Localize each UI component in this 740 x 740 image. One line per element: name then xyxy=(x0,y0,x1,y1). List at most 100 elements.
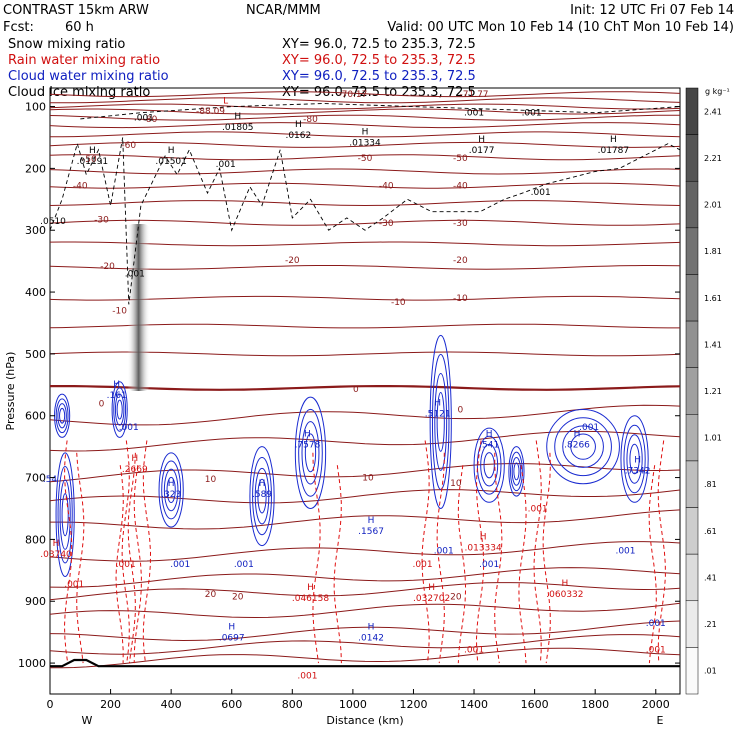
maximum-marker: H xyxy=(428,583,435,593)
x-tick-label: 1400 xyxy=(460,698,488,711)
colorbar-swatch xyxy=(685,647,699,695)
cloud-water-contour xyxy=(511,457,522,486)
colorbar-swatch xyxy=(685,367,699,415)
colorbar-swatch xyxy=(685,274,699,322)
colorbar-swatch xyxy=(685,553,699,602)
maximum-marker: H xyxy=(368,622,375,632)
rain-water-contour xyxy=(121,440,130,664)
colorbar-swatch xyxy=(685,180,699,229)
temperature-label: 10 xyxy=(205,475,217,485)
y-tick-label: 700 xyxy=(25,472,46,485)
temperature-label: 0 xyxy=(353,385,359,395)
cloud-water-contours xyxy=(54,334,649,578)
temperature-label: -10 xyxy=(453,294,468,304)
y-tick-label: 900 xyxy=(25,595,46,608)
cloud-water-contour xyxy=(158,452,184,528)
cloud-water-contour xyxy=(431,353,450,490)
cloud-water-contour xyxy=(61,493,69,537)
contour-value-label: .001 xyxy=(119,423,139,433)
cloud-water-contour xyxy=(55,452,75,578)
colorbar-label: .01 xyxy=(704,667,717,676)
temperature-contour xyxy=(49,351,681,357)
cloud-water-contour xyxy=(626,434,643,484)
y-tick-label: 200 xyxy=(25,162,46,175)
cloud-water-contour xyxy=(57,465,73,564)
maximum-value: .8266 xyxy=(564,440,590,450)
east-label: E xyxy=(657,714,664,727)
temperature-label: 0 xyxy=(458,406,464,416)
y-tick-label: 800 xyxy=(25,533,46,546)
temperature-label: -20 xyxy=(100,262,115,272)
temperature-contour xyxy=(49,620,681,642)
x-tick-label: 400 xyxy=(161,698,182,711)
cloud-water-contour xyxy=(161,460,182,520)
maximum-value: .0177 xyxy=(469,146,495,156)
maximum-value: .060332 xyxy=(546,590,583,600)
colorbar-label: 2.01 xyxy=(704,201,722,210)
temperature-label: -10 xyxy=(112,307,127,317)
y-tick-label: 300 xyxy=(25,224,46,237)
cloud-water-contour xyxy=(304,433,317,473)
contour-value-label: .001 xyxy=(531,188,551,198)
temperature-label: 10 xyxy=(450,479,462,489)
cloud-ice-contours xyxy=(49,103,681,305)
maximum-value: .7342 xyxy=(625,466,651,476)
temperature-contour xyxy=(49,241,681,247)
cloud-water-contour xyxy=(298,408,323,497)
field-legend: Snow mixing ratio XY= 96.0, 72.5 to 235.3… xyxy=(8,37,476,100)
temperature-contour xyxy=(49,430,681,452)
maximum-marker: H xyxy=(574,429,581,439)
field-name: Cloud water mixing ratio xyxy=(8,69,169,84)
contour-value-label: .001 xyxy=(64,580,84,590)
maximum-value: .046158 xyxy=(292,594,329,604)
field-name: Rain water mixing ratio xyxy=(8,53,160,68)
maximum-marker: H xyxy=(131,454,138,464)
contour-value-label: .001 xyxy=(579,423,599,433)
rain-water-contour xyxy=(312,452,321,664)
cloud-water-contour xyxy=(473,427,505,503)
contour-value-label: .001 xyxy=(297,671,317,681)
maximum-value: .0142 xyxy=(358,633,384,643)
rain-water-contour xyxy=(133,465,142,664)
model-title: CONTRAST 15km ARW xyxy=(3,3,149,18)
maximum-marker: H xyxy=(295,120,302,130)
maximum-value: .7578 xyxy=(295,440,321,450)
snow-shading xyxy=(127,224,150,391)
contour-value-label: .001 xyxy=(170,560,190,570)
maximum-marker: H xyxy=(89,146,96,156)
y-tick-label: 500 xyxy=(25,348,46,361)
cloud-water-contour xyxy=(436,391,445,452)
cloud-water-contour xyxy=(562,425,604,468)
temperature-label: -50 xyxy=(358,154,373,164)
maximum-value: .161 xyxy=(107,391,127,401)
temperature-contour xyxy=(49,103,681,110)
cloud-water-contour xyxy=(114,393,125,426)
rain-water-contour xyxy=(542,452,551,664)
temperature-label: 20 xyxy=(450,592,462,602)
colorbar-label: 2.41 xyxy=(704,107,722,116)
rain-water-contour xyxy=(648,465,657,664)
contour-value-label: .001 xyxy=(116,560,136,570)
colorbar-label: .61 xyxy=(704,527,717,536)
forecast-label: Fcst: xyxy=(3,20,34,35)
contour-value-label: .001 xyxy=(464,109,484,119)
cloud-ice-contour xyxy=(80,103,681,120)
temperature-contour xyxy=(50,385,681,391)
maximum-value: .013334 xyxy=(465,544,502,554)
cloud-water-contour xyxy=(546,409,620,485)
cloud-water-contour xyxy=(113,387,127,432)
cloud-water-contour xyxy=(554,417,612,477)
maximum-value: .03740 xyxy=(40,550,72,560)
x-tick-label: 1600 xyxy=(521,698,549,711)
y-tick-label: 100 xyxy=(25,101,46,114)
temperature-label: -50 xyxy=(453,154,468,164)
temperature-contour-lines xyxy=(49,91,681,669)
contour-value-label: .001 xyxy=(234,560,254,570)
cloud-water-contour xyxy=(629,443,640,475)
rain-water-contour xyxy=(475,440,485,664)
maximum-value: .323 xyxy=(161,490,181,500)
west-label: W xyxy=(82,714,93,727)
cloud-ice-contour xyxy=(49,137,681,305)
temperature-label: -40 xyxy=(453,182,468,192)
cloud-water-contour xyxy=(163,468,179,512)
